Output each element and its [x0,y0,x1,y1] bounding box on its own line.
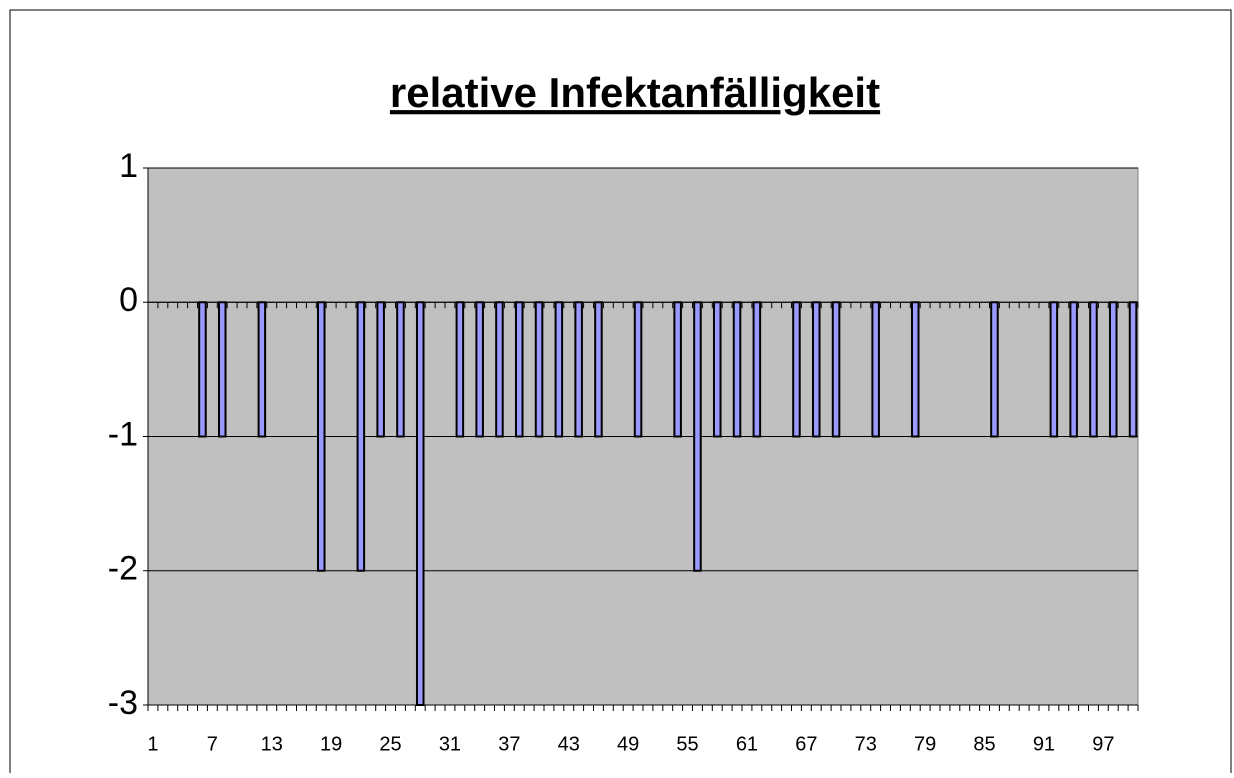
bar [792,301,801,438]
bar [871,301,880,438]
x-tick-label: 61 [736,733,758,755]
bar [732,301,742,438]
bar [633,301,643,438]
bar [534,301,544,438]
x-tick-label: 25 [379,733,401,755]
x-tick-label: 31 [439,733,461,755]
y-tick-label: -1 [108,415,138,453]
y-tick-label: 1 [119,147,138,185]
bar [554,301,564,438]
bar [594,301,603,438]
bar [455,301,465,438]
x-tick-label: 67 [795,733,817,755]
bar [415,301,425,706]
bar [1089,301,1098,438]
x-tick-label: 85 [973,733,995,755]
x-tick-label: 55 [676,733,698,755]
bar [1049,301,1059,438]
x-tick-label: 43 [558,733,580,755]
bar [475,301,484,438]
x-tick-label: 73 [855,733,877,755]
bar [1108,301,1118,438]
bar [1069,301,1078,438]
bar [217,301,227,438]
x-tick-label: 19 [320,733,342,755]
bar [910,301,920,438]
x-tick-label: 91 [1033,733,1055,755]
bar [495,301,504,438]
x-tick-label: 37 [498,733,520,755]
bar [198,301,207,438]
bar [356,301,366,572]
bar [396,301,405,438]
y-tick-label: 0 [119,281,138,319]
x-tick-label: 49 [617,733,639,755]
x-tick-label: 97 [1092,733,1114,755]
bar [1128,301,1138,438]
bar [831,301,841,438]
x-tick-label: 13 [261,733,283,755]
bar [316,301,326,572]
bar [811,301,821,438]
bar [257,301,267,438]
x-tick-label: 1 [147,733,158,755]
x-tick-label: 79 [914,733,936,755]
bar [574,301,583,438]
bar [990,301,999,438]
bar [693,301,702,572]
bar [673,301,682,438]
bar [514,301,524,438]
x-tick-label: 7 [207,733,218,755]
y-tick-label: -3 [108,684,138,722]
bar [752,301,762,438]
y-tick-label: -2 [108,550,138,588]
bar [712,301,722,438]
chart-title: relative Infektanfälligkeit [390,69,880,116]
bar [376,301,385,438]
